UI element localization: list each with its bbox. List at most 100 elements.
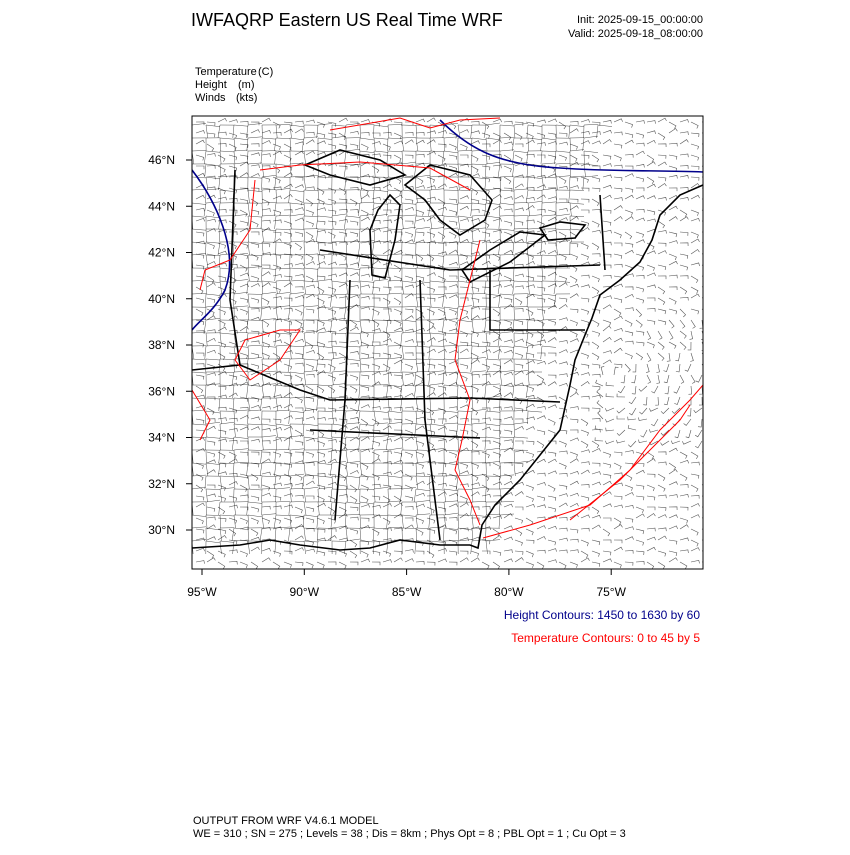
wind-barb	[448, 284, 458, 288]
wind-barb	[616, 429, 626, 436]
wind-barb	[679, 473, 688, 481]
wind-barb	[459, 129, 469, 134]
wind-barb	[547, 118, 557, 123]
wind-barb	[206, 550, 215, 559]
wind-barb	[613, 143, 623, 149]
wind-barb	[327, 132, 337, 138]
wind-barb	[448, 528, 458, 535]
wind-barb	[437, 491, 447, 497]
wind-barb	[382, 461, 392, 465]
wind-barb	[195, 385, 204, 394]
wind-barb	[206, 282, 216, 288]
wind-barb	[613, 462, 622, 470]
wind-barb	[470, 473, 479, 481]
wind-barb	[602, 194, 612, 200]
wind-barb	[316, 341, 325, 348]
wind-barb	[651, 385, 659, 394]
wind-barb	[624, 165, 634, 170]
wind-barb	[448, 121, 457, 130]
wind-barb	[629, 407, 637, 416]
wind-barb	[349, 374, 358, 381]
wind-barb	[459, 253, 468, 260]
wind-barb	[690, 293, 700, 299]
wind-barb	[239, 326, 249, 332]
wind-barb	[694, 429, 703, 438]
wind-barb	[679, 341, 687, 350]
wind-barb	[657, 161, 667, 167]
wind-barb	[470, 198, 480, 204]
wind-barb	[327, 535, 337, 541]
wind-barb	[687, 397, 692, 406]
wind-barb	[492, 132, 501, 140]
wind-barb	[415, 296, 425, 301]
wind-barb	[674, 396, 681, 405]
wind-barb	[591, 176, 601, 183]
wind-barb	[503, 558, 513, 563]
wind-barb	[239, 209, 248, 217]
wind-barb	[404, 328, 414, 333]
wind-barb	[690, 451, 699, 460]
wind-barb	[631, 374, 637, 384]
wind-barb	[580, 418, 589, 427]
wind-barb	[239, 297, 249, 303]
wind-barb	[415, 503, 425, 508]
wind-barb	[349, 304, 359, 310]
wind-barb	[250, 473, 259, 482]
wind-barb	[646, 473, 656, 478]
wind-barb	[294, 231, 304, 237]
wind-barb	[195, 154, 205, 161]
wind-barb	[671, 407, 681, 414]
wind-barb	[382, 229, 392, 234]
wind-barb	[305, 131, 315, 136]
wind-barb	[492, 370, 502, 376]
wind-barb	[206, 242, 215, 250]
wind-barb	[558, 549, 568, 554]
wind-barb	[217, 535, 227, 541]
wind-barb	[272, 296, 282, 300]
wind-barb	[195, 495, 205, 501]
wind-barb	[382, 385, 392, 390]
wind-barb	[569, 205, 579, 211]
wind-barb	[536, 482, 546, 486]
wind-barb	[591, 319, 600, 327]
wind-barb	[624, 504, 634, 509]
wind-barb	[305, 119, 315, 124]
wind-barb	[503, 165, 512, 173]
wind-barb	[492, 229, 502, 234]
wind-barb	[602, 503, 612, 508]
wind-barb	[668, 514, 678, 519]
wind-barb	[195, 297, 205, 304]
wind-barb	[679, 209, 688, 218]
wind-barb	[206, 218, 216, 223]
wind-barb	[349, 294, 359, 299]
wind-barb	[371, 187, 381, 191]
wind-barb	[294, 120, 304, 125]
wind-barb	[635, 286, 645, 293]
wind-barb	[481, 341, 491, 347]
wind-barb	[690, 352, 694, 362]
wind-barb	[591, 121, 601, 126]
wind-barb	[668, 216, 678, 222]
wind-barb	[272, 550, 281, 557]
wind-barb	[217, 242, 226, 249]
wind-barb	[627, 425, 637, 431]
wind-barb	[547, 271, 557, 277]
wind-barb	[448, 381, 458, 387]
wind-barb	[360, 194, 370, 200]
wind-barb	[569, 154, 578, 162]
wind-barb	[195, 405, 205, 409]
wind-barb	[327, 495, 336, 503]
wind-barb	[569, 198, 579, 203]
wind-barb	[305, 548, 315, 553]
wind-barb	[558, 231, 567, 239]
wind-barb	[690, 132, 700, 138]
wind-barb	[283, 561, 292, 568]
wind-barb	[195, 363, 205, 367]
wind-barb	[569, 437, 579, 442]
wind-barb	[616, 415, 626, 420]
wind-barb	[580, 550, 589, 558]
wind-barb	[536, 339, 546, 344]
wind-barb	[471, 517, 480, 522]
wind-barb	[679, 286, 688, 295]
wind-barb	[613, 231, 622, 239]
